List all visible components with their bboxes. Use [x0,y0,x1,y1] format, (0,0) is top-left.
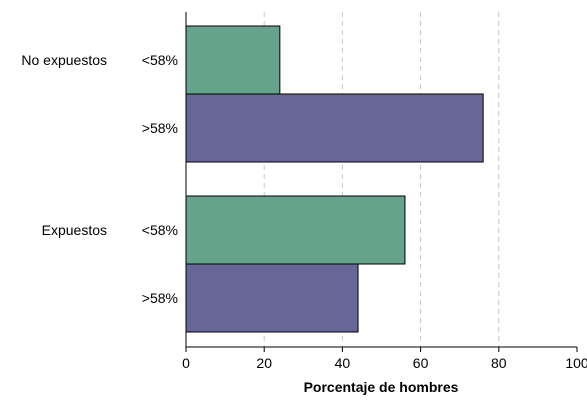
x-tick-label: 0 [182,355,190,371]
bars [185,25,484,333]
x-axis-title: Porcentaje de hombres [304,379,459,395]
bar [185,25,281,95]
bar-category-label: <58% [142,222,178,238]
x-tick-label: 60 [413,355,429,371]
x-tick-label: 80 [491,355,507,371]
x-tick-label: 100 [565,355,587,371]
x-tick-label: 40 [335,355,351,371]
bar-category-label: >58% [142,290,178,306]
group-label: Expuestos [42,222,107,238]
axes [185,12,577,348]
bar [185,93,484,163]
group-label: No expuestos [21,52,107,68]
bar-category-label: <58% [142,52,178,68]
bar [185,263,359,333]
bar-category-label: >58% [142,120,178,136]
x-ticks: 0 20 40 60 80 100 [182,347,587,371]
bar [185,195,406,265]
category-labels: <58% >58% No expuestos <58% >58% Expuestos [21,52,178,306]
x-tick-label: 20 [256,355,272,371]
